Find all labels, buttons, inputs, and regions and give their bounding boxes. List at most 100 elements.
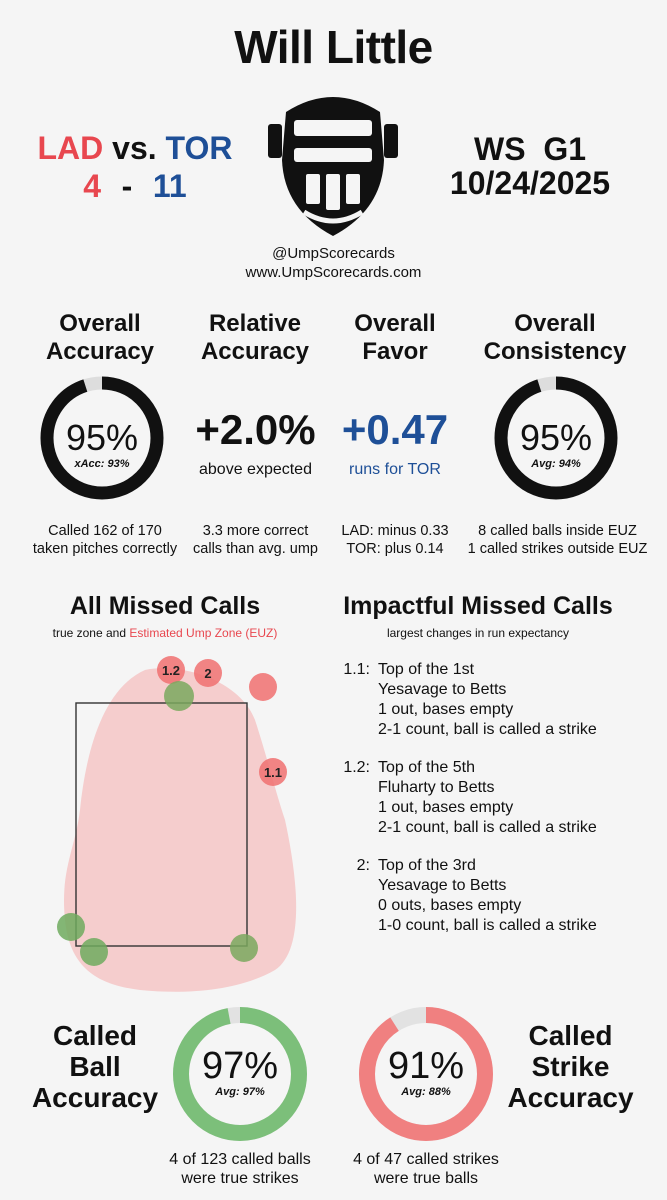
overall-accuracy-note: Called 162 of 170 taken pitches correctl…	[5, 522, 205, 558]
note-line: 4 of 123 called balls	[169, 1151, 311, 1168]
umpire-mask-icon	[268, 97, 398, 236]
relative-accuracy-note: 3.3 more correct calls than avg. ump	[178, 522, 333, 558]
item-number: 2:	[356, 857, 370, 874]
called-strike-note: 4 of 47 called strikes were true balls	[326, 1150, 526, 1188]
heading-line: Consistency	[483, 338, 627, 365]
called-ball-avg: Avg: 97%	[215, 1086, 265, 1098]
overall-favor-heading: Overall Favor	[330, 310, 460, 366]
heading-line: Called	[52, 1020, 138, 1051]
heading-line: Overall	[59, 310, 141, 337]
called-ball-note: 4 of 123 called balls were true strikes	[140, 1150, 340, 1188]
game-date: 10/24/2025	[449, 165, 611, 201]
overall-consistency-avg: Avg: 94%	[531, 458, 581, 470]
heading-line: Relative	[208, 310, 302, 337]
overall-accuracy-ring	[40, 376, 164, 500]
teams-block: LAD vs. TOR 4 - 11	[20, 130, 250, 204]
note-line: TOR: plus 0.14	[346, 541, 444, 557]
overall-consistency-value: 95%	[519, 417, 593, 458]
overall-accuracy-heading: Overall Accuracy	[20, 310, 180, 366]
missed-pitch	[249, 673, 277, 701]
note-line: 4 of 47 called strikes	[353, 1151, 499, 1168]
home-score: 11	[152, 168, 187, 204]
note-line: LAD: minus 0.33	[341, 523, 449, 539]
pitch-label-1-2: 1.2	[162, 663, 180, 678]
game-info: WS G1 10/24/2025	[420, 132, 640, 200]
overall-consistency-note: 8 called balls inside EUZ 1 called strik…	[455, 522, 660, 558]
series-label: WS G1	[473, 131, 586, 167]
relative-accuracy-heading: Relative Accuracy	[180, 310, 330, 366]
impactful-subheading: largest changes in run expectancy	[386, 626, 570, 640]
called-strike-value: 91%	[387, 1045, 465, 1087]
score-dash: -	[121, 168, 133, 204]
social-info: @UmpScorecards www.UmpScorecards.com	[200, 244, 467, 282]
missed-pitch: 1.1	[259, 758, 287, 786]
heading-line: Overall	[354, 310, 436, 337]
impactful-heading: Impactful Missed Calls	[343, 592, 613, 620]
note-line: 1 called strikes outside EUZ	[467, 541, 648, 557]
item-line: Top of the 1st	[378, 661, 475, 678]
all-missed-legend: true zone and Estimated Ump Zone (EUZ)	[10, 626, 320, 640]
item-line: 1 out, bases empty	[378, 799, 514, 816]
heading-line: Called	[528, 1020, 613, 1051]
true-zone	[75, 702, 248, 947]
item-body: Top of the 1st Yesavage to Betts 1 out, …	[378, 660, 597, 740]
called-ball-ring	[173, 1007, 307, 1141]
item-line: Top of the 5th	[378, 759, 475, 776]
note-line: taken pitches correctly	[32, 541, 178, 557]
missed-pitch: 2	[194, 659, 222, 687]
heading-line: Accuracy	[507, 1082, 634, 1113]
note-line: 3.3 more correct	[202, 523, 309, 539]
away-score: 4	[83, 168, 102, 204]
social-handle[interactable]: @UmpScorecards	[272, 245, 395, 262]
heading-line: Overall	[514, 310, 596, 337]
overall-consistency-heading: Overall Consistency	[470, 310, 640, 366]
overall-favor-note: LAD: minus 0.33 TOR: plus 0.14	[325, 522, 465, 558]
item-line: 0 outs, bases empty	[378, 897, 522, 914]
note-line: were true balls	[373, 1170, 479, 1187]
item-line: 2-1 count, ball is called a strike	[378, 819, 597, 836]
missed-pitch	[80, 938, 108, 966]
heading-line: Accuracy	[31, 1082, 159, 1113]
home-team: TOR	[165, 130, 233, 166]
heading-line: Accuracy	[45, 338, 155, 365]
umpire-name: Will Little	[234, 21, 433, 73]
website-link[interactable]: www.UmpScorecards.com	[245, 264, 422, 281]
pitch-label-2: 2	[204, 666, 211, 681]
away-team: LAD	[37, 130, 104, 166]
note-line: Called 162 of 170	[48, 523, 162, 539]
called-strike-heading: Called Strike Accuracy	[498, 1020, 643, 1113]
vs-label: vs.	[112, 130, 157, 166]
item-line: Fluharty to Betts	[378, 779, 495, 796]
called-strike-ring	[359, 1007, 493, 1141]
note-line: 8 called balls inside EUZ	[478, 523, 637, 539]
called-ball-heading: Called Ball Accuracy	[20, 1020, 170, 1113]
heading-line: Favor	[362, 338, 428, 365]
overall-favor-sub: runs for TOR	[349, 461, 441, 478]
item-body: Top of the 3rd Yesavage to Betts 0 outs,…	[378, 856, 597, 936]
heading-line: Accuracy	[200, 338, 310, 365]
item-body: Top of the 5th Fluharty to Betts 1 out, …	[378, 758, 597, 838]
called-ball-value-block: 97% Avg: 97%	[170, 1046, 310, 1098]
heading-line: Strike	[531, 1051, 610, 1082]
called-ball-value: 97%	[201, 1045, 279, 1087]
item-number: 1.2:	[343, 759, 370, 776]
item-line: 2-1 count, ball is called a strike	[378, 721, 597, 738]
note-line: calls than avg. ump	[193, 541, 318, 557]
legend-true-zone: true zone and	[52, 626, 130, 640]
item-line: 1-0 count, ball is called a strike	[378, 917, 597, 934]
overall-consistency-value-block: 95% Avg: 94%	[492, 417, 620, 471]
note-line: were true strikes	[181, 1170, 299, 1187]
missed-pitch	[230, 934, 258, 962]
heading-line: Ball	[69, 1051, 121, 1082]
missed-pitch	[57, 913, 85, 941]
overall-accuracy-xacc: xAcc: 93%	[74, 458, 130, 470]
called-strike-avg: Avg: 88%	[401, 1086, 451, 1098]
called-strike-value-block: 91% Avg: 88%	[356, 1046, 496, 1098]
euz-shape	[63, 668, 297, 992]
overall-accuracy-value-block: 95% xAcc: 93%	[38, 417, 166, 471]
overall-accuracy-value: 95%	[65, 417, 139, 458]
item-line: 1 out, bases empty	[378, 701, 514, 718]
pitch-label-1-1: 1.1	[264, 765, 282, 780]
missed-pitch	[164, 681, 194, 711]
relative-accuracy-value: +2.0%	[195, 406, 316, 453]
